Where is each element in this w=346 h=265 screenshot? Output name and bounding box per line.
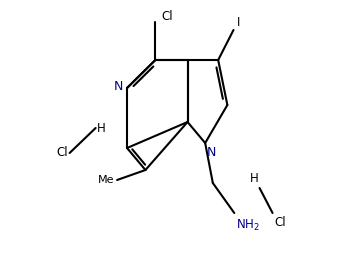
Text: H: H: [97, 121, 106, 135]
Text: H: H: [249, 172, 258, 185]
Text: Cl: Cl: [161, 11, 173, 24]
Text: N: N: [207, 146, 216, 159]
Text: Me: Me: [98, 175, 115, 185]
Text: I: I: [237, 15, 240, 29]
Text: Cl: Cl: [274, 216, 285, 229]
Text: N: N: [114, 80, 123, 93]
Text: NH$_2$: NH$_2$: [236, 218, 260, 233]
Text: Cl: Cl: [57, 147, 68, 160]
